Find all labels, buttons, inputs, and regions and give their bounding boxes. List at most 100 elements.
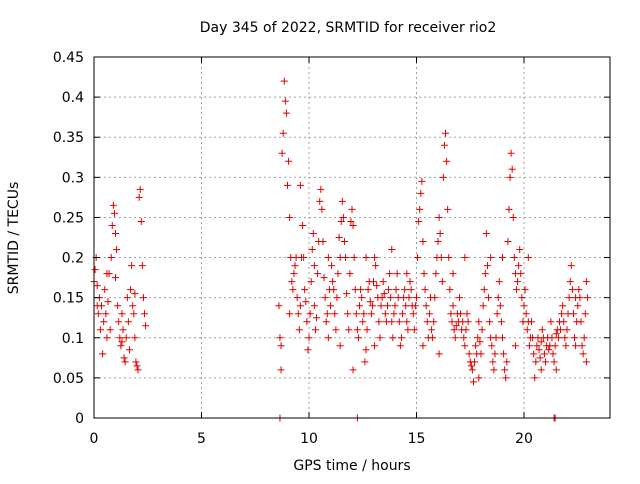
data-point	[100, 318, 108, 326]
data-point	[127, 286, 135, 294]
data-point	[402, 302, 410, 310]
data-point	[536, 354, 544, 362]
data-point	[289, 286, 297, 294]
data-point	[518, 294, 526, 302]
data-point	[463, 310, 471, 318]
data-point	[461, 342, 469, 350]
data-point	[516, 246, 524, 254]
x-tick-label: 0	[90, 431, 99, 447]
data-point	[395, 318, 403, 326]
data-point	[404, 326, 412, 334]
data-point	[385, 286, 393, 294]
data-point	[335, 234, 343, 241]
data-point	[388, 318, 396, 326]
data-point	[464, 318, 472, 326]
data-point	[102, 310, 110, 318]
data-point	[414, 254, 422, 262]
data-point	[579, 350, 587, 358]
data-point	[562, 342, 570, 350]
data-point	[118, 310, 126, 318]
data-point	[504, 238, 512, 246]
data-point	[508, 165, 516, 173]
data-point	[457, 310, 465, 318]
data-point	[316, 197, 324, 205]
data-point	[523, 326, 531, 334]
data-point	[578, 342, 586, 350]
data-point	[474, 334, 482, 342]
data-point	[350, 254, 358, 262]
data-point	[429, 334, 437, 342]
data-point	[438, 278, 446, 286]
data-point	[582, 278, 590, 286]
data-point	[565, 294, 573, 302]
data-point	[510, 254, 518, 262]
data-point	[294, 310, 302, 318]
data-point	[103, 334, 111, 342]
data-point	[136, 185, 144, 193]
data-point	[362, 254, 370, 262]
data-point	[572, 342, 580, 350]
data-point	[537, 338, 545, 346]
data-point	[281, 97, 289, 105]
data-point	[436, 229, 444, 237]
data-point	[475, 374, 483, 382]
data-point	[444, 205, 452, 213]
data-point	[135, 193, 143, 201]
axis-tick-labels: 0 0.05 0.1 0.15 0.2 0.25 0.3 0.35 0.4 0.45 0 5 10 15 2…	[53, 50, 533, 447]
grid-lines	[94, 57, 610, 418]
data-point	[461, 254, 469, 262]
data-point	[521, 286, 529, 294]
data-point	[339, 213, 347, 221]
data-point	[290, 270, 298, 278]
data-point	[138, 262, 146, 270]
data-point	[468, 366, 476, 374]
data-point	[108, 221, 116, 229]
y-tick-label: 0.45	[53, 50, 84, 66]
data-point	[375, 318, 383, 326]
data-point	[522, 310, 530, 318]
data-point	[409, 310, 417, 318]
data-point	[419, 238, 427, 246]
data-point	[321, 294, 329, 302]
data-point	[540, 350, 548, 358]
data-point	[445, 254, 453, 262]
data-point	[123, 294, 131, 302]
data-point	[558, 310, 566, 318]
data-point	[116, 334, 124, 342]
data-point	[96, 326, 104, 334]
data-point	[403, 318, 411, 326]
data-point	[569, 310, 577, 318]
axis-ticks	[93, 56, 610, 419]
data-point	[363, 326, 371, 334]
data-point	[511, 342, 519, 350]
data-point	[499, 254, 506, 262]
data-point	[542, 358, 549, 366]
data-point	[337, 217, 345, 225]
data-point	[399, 310, 407, 318]
data-point	[421, 286, 429, 294]
data-point	[370, 278, 377, 286]
data-point	[386, 270, 394, 278]
data-point	[130, 310, 138, 318]
data-point	[340, 238, 348, 246]
data-point	[142, 322, 150, 330]
data-point	[277, 366, 285, 374]
data-point	[479, 302, 487, 310]
data-point	[141, 310, 149, 318]
x-tick-label: 10	[300, 431, 318, 447]
data-point	[406, 278, 414, 286]
data-point	[537, 366, 545, 374]
x-tick-label: 15	[408, 431, 426, 447]
data-point	[282, 109, 290, 117]
data-point	[275, 302, 283, 310]
data-point	[449, 302, 457, 310]
y-tick-label: 0.1	[62, 331, 84, 347]
data-point	[388, 246, 396, 254]
data-point	[476, 338, 484, 346]
data-point	[561, 334, 569, 342]
data-point	[118, 338, 126, 346]
data-point	[299, 221, 307, 229]
data-point	[478, 326, 486, 334]
data-point	[497, 318, 505, 326]
data-point	[331, 310, 339, 318]
